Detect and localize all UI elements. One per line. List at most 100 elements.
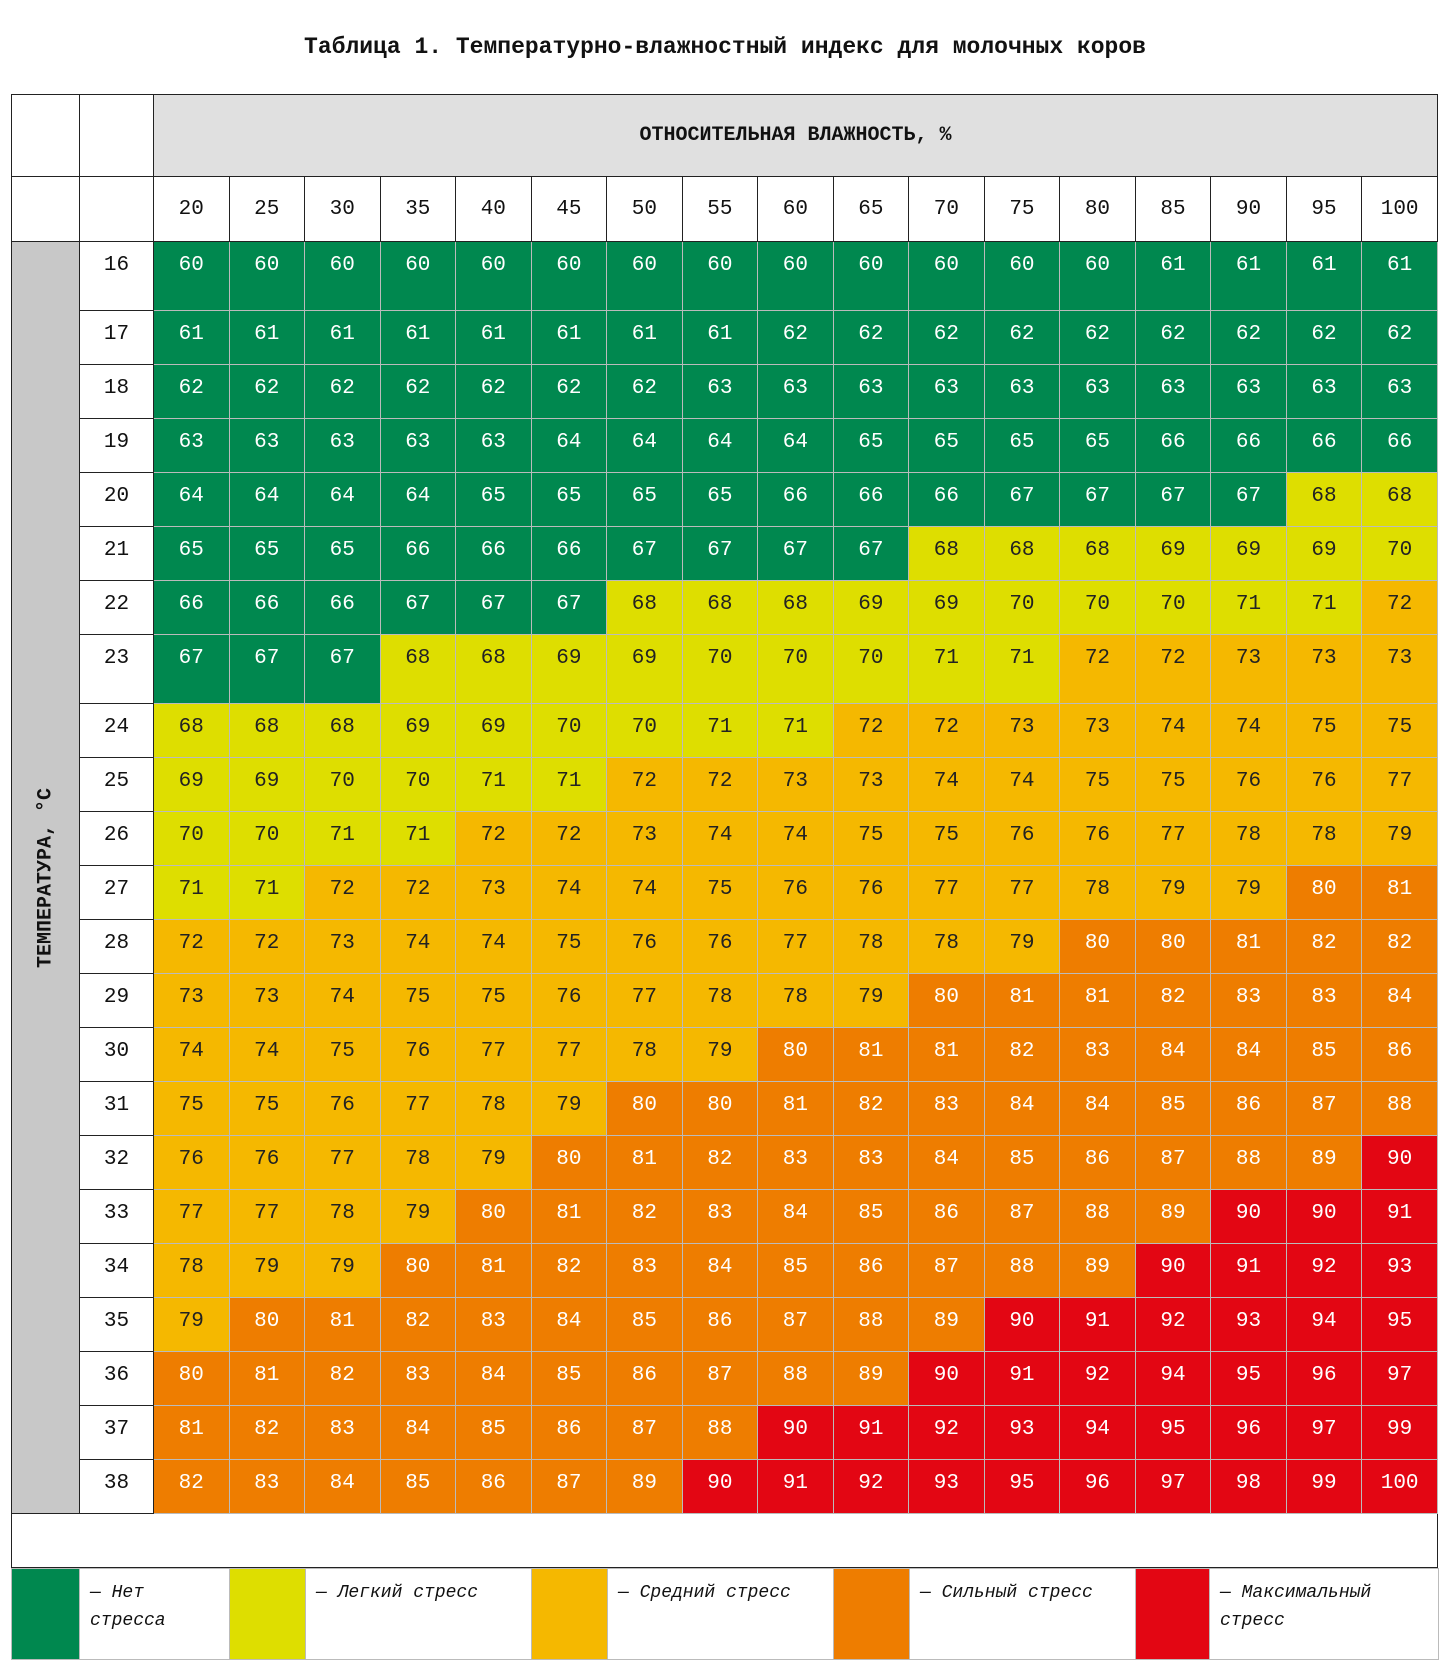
thi-cell: 72 [1134,634,1212,704]
thi-cell: 80 [681,1081,759,1136]
temperature-value: 32 [79,1135,154,1190]
data-row: 28 72 72 73 74 74 75 76 76 77 78 78 79 80 80 81 82 82 [12,919,1438,974]
thi-cell: 68 [983,526,1061,581]
thi-cell: 86 [530,1405,608,1460]
thi-cell: 77 [606,973,683,1028]
thi-cell: 78 [757,973,834,1028]
temperature-value: 35 [79,1297,154,1352]
thi-cell: 82 [228,1405,306,1460]
temperature-value: 31 [79,1081,154,1136]
thi-cell: 81 [983,973,1061,1028]
thi-cell: 71 [530,757,608,812]
humidity-value: 95 [1285,176,1363,242]
thi-cell: 68 [1361,472,1438,527]
thi-cell: 76 [1285,757,1363,812]
thi-cell: 82 [983,1027,1061,1082]
thi-cell: 88 [757,1351,834,1406]
humidity-value: 50 [606,176,683,242]
data-row: 35 79 80 81 82 83 84 85 86 87 88 89 90 91 92 93 94 95 [12,1297,1438,1352]
thi-cell: 63 [153,418,230,473]
thi-cell: 70 [1361,526,1438,581]
blank-cell [11,94,80,177]
thi-cell: 66 [1210,418,1287,473]
legend-swatch [1135,1568,1210,1660]
thi-cell: 84 [1210,1027,1287,1082]
thi-cell: 83 [757,1135,834,1190]
thi-cell: 66 [908,472,985,527]
thi-cell: 83 [1285,973,1363,1028]
humidity-value: 30 [304,176,381,242]
thi-cell: 73 [832,757,910,812]
thi-cell: 62 [153,364,230,419]
thi-cell: 67 [228,634,306,704]
thi-cell: 84 [455,1351,532,1406]
temperature-value: 34 [79,1243,154,1298]
data-row: 27 71 71 72 72 73 74 74 75 76 76 77 77 78 79 79 80 81 [12,865,1438,920]
thi-cell: 65 [908,418,985,473]
thi-cell: 68 [304,703,381,758]
thi-cell: 94 [1059,1405,1136,1460]
thi-cell: 74 [983,757,1061,812]
thi-cell: 96 [1285,1351,1363,1406]
thi-cell: 82 [1361,919,1438,974]
thi-cell: 81 [606,1135,683,1190]
thi-cell: 78 [1210,811,1287,866]
humidity-value: 20 [153,176,230,242]
thi-cell: 65 [530,472,608,527]
thi-cell: 69 [1210,526,1287,581]
thi-cell: 74 [379,919,457,974]
thi-cell: 71 [455,757,532,812]
thi-cell: 88 [832,1297,910,1352]
thi-cell: 78 [304,1189,381,1244]
thi-cell: 74 [757,811,834,866]
thi-cell: 73 [455,865,532,920]
thi-cell: 91 [1059,1297,1136,1352]
thi-cell: 74 [681,811,759,866]
temperature-value: 33 [79,1189,154,1244]
legend-label: — Средний стресс [607,1568,834,1660]
temperature-value: 20 [79,472,154,527]
thi-cell: 72 [681,757,759,812]
thi-cell: 74 [455,919,532,974]
data-row: 34 78 79 79 80 81 82 83 84 85 86 87 88 89 90 91 92 93 [12,1243,1438,1298]
thi-cell: 84 [757,1189,834,1244]
thi-cell: 67 [681,526,759,581]
thi-cell: 75 [1059,757,1136,812]
thi-cell: 75 [1134,757,1212,812]
thi-cell: 93 [1361,1243,1438,1298]
thi-cell: 67 [832,526,910,581]
thi-cell: 82 [153,1459,230,1514]
thi-cell: 78 [379,1135,457,1190]
thi-cell: 77 [153,1189,230,1244]
temperature-header-cell: ТЕМПЕРАТУРА, °C [11,241,80,1514]
thi-cell: 62 [832,310,910,365]
thi-cell: 77 [1134,811,1212,866]
thi-cell: 60 [530,241,608,311]
thi-cell: 100 [1361,1459,1438,1514]
thi-cell: 83 [832,1135,910,1190]
thi-cell: 80 [530,1135,608,1190]
thi-cell: 60 [379,241,457,311]
thi-cell: 81 [832,1027,910,1082]
empty-row [11,1513,1438,1568]
thi-cell: 71 [153,865,230,920]
thi-cell: 87 [757,1297,834,1352]
thi-cell: 63 [304,418,381,473]
thi-cell: 73 [228,973,306,1028]
thi-cell: 63 [908,364,985,419]
thi-cell: 77 [1361,757,1438,812]
thi-cell: 84 [379,1405,457,1460]
data-row: 17 61 61 61 61 61 61 61 61 62 62 62 62 62 62 62 62 62 [12,310,1438,365]
thi-cell: 65 [1059,418,1136,473]
thi-cell: 71 [757,703,834,758]
data-row: 23 67 67 67 68 68 69 69 70 70 70 71 71 72 72 73 73 73 [12,634,1438,704]
thi-cell: 84 [908,1135,985,1190]
humidity-value: 35 [379,176,457,242]
data-row: 31 75 75 76 77 78 79 80 80 81 82 83 84 84 85 86 87 88 [12,1081,1438,1136]
thi-cell: 85 [455,1405,532,1460]
temperature-value: 37 [79,1405,154,1460]
data-row: 24 68 68 68 69 69 70 70 71 71 72 72 73 73 74 74 75 75 [12,703,1438,758]
humidity-value: 80 [1059,176,1136,242]
thi-cell: 85 [379,1459,457,1514]
